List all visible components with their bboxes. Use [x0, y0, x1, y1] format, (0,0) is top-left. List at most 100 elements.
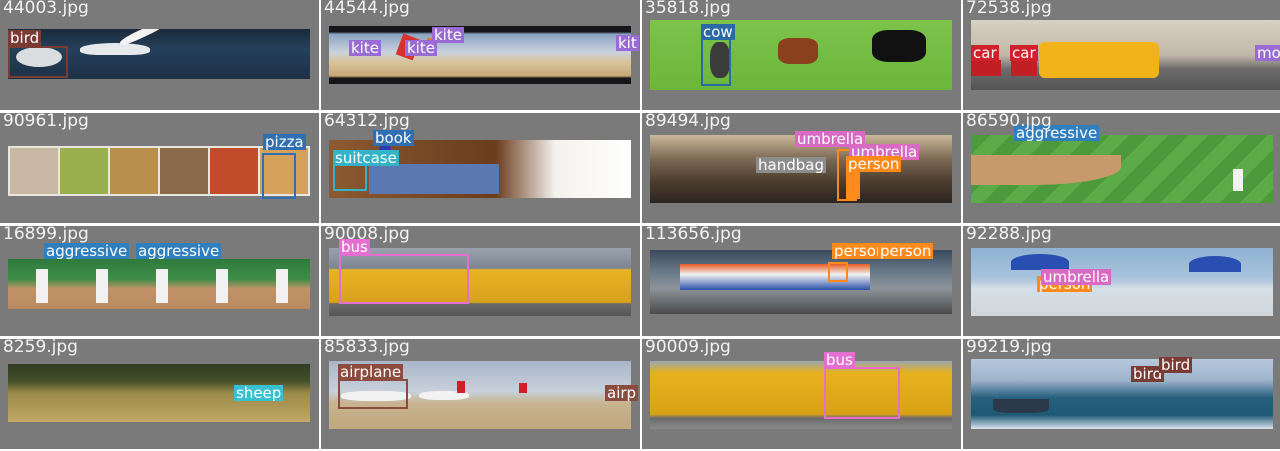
label-kite: kite — [432, 26, 464, 44]
filename: 90961.jpg — [3, 113, 89, 131]
filename: 89494.jpg — [645, 113, 731, 131]
label-aggressive: aggressive — [44, 242, 130, 260]
player-shape — [1233, 169, 1243, 191]
filename: 92288.jpg — [966, 226, 1052, 244]
bird-shape — [80, 43, 150, 55]
tile-35818: cow 35818.jpg — [642, 0, 961, 110]
cow-shape — [872, 30, 926, 62]
tile-72538: car car mo 72538.jpg — [963, 0, 1280, 110]
label-cow: cow — [701, 23, 735, 41]
bbox-bird — [8, 46, 68, 78]
label-pizza: pizza — [263, 133, 306, 151]
airplane-tail — [457, 381, 465, 393]
batter-shape — [216, 269, 228, 303]
tile-90009: bus 90009.jpg — [642, 339, 961, 449]
label-aggressive: aggressive — [136, 242, 222, 260]
batter-shape — [36, 269, 48, 303]
pizza-panel — [110, 148, 158, 194]
label-person: person — [832, 242, 888, 260]
boat-shape — [993, 399, 1049, 413]
label-kite: kite — [349, 39, 381, 57]
filename: 16899.jpg — [3, 226, 89, 244]
label-aggressive: aggressive — [1014, 124, 1100, 142]
label-umbrella: umbrella — [1041, 268, 1112, 286]
label-car: car — [971, 44, 999, 62]
photo — [650, 250, 952, 314]
bus-shape — [1039, 42, 1159, 78]
tile-99219: bird bird 99219.jpg — [963, 339, 1280, 449]
tile-16899: aggressive aggressive 16899.jpg — [0, 226, 319, 336]
filename: 90008.jpg — [324, 226, 410, 244]
label-car: car — [1010, 44, 1038, 62]
pizza-panel — [10, 148, 58, 194]
pizza-panel — [260, 148, 308, 194]
bbox-airplane — [338, 379, 408, 409]
bbox-umbrella — [837, 149, 857, 201]
filename: 72538.jpg — [966, 0, 1052, 18]
label-handbag: handbag — [756, 156, 826, 174]
bbox-bus — [824, 367, 900, 419]
filename: 113656.jpg — [645, 226, 742, 244]
filename: 44544.jpg — [324, 0, 410, 18]
bird-shape — [16, 47, 62, 67]
bbox-cow — [701, 38, 731, 86]
label-suitcase: suitcase — [333, 149, 399, 167]
filename: 90009.jpg — [645, 339, 731, 357]
filename: 64312.jpg — [324, 113, 410, 131]
label-person: person — [846, 155, 902, 173]
batter-shape — [156, 269, 168, 303]
tile-86590: aggressive 86590.jpg — [963, 113, 1280, 223]
umbrella-shape — [1189, 256, 1241, 272]
tile-90008: bus 90008.jpg — [321, 226, 640, 336]
cow-shape — [710, 42, 730, 78]
filename: 35818.jpg — [645, 0, 731, 18]
label-bird: bird — [8, 29, 42, 47]
tile-89494: umbrella umbrella handbag person 89494.j… — [642, 113, 961, 223]
tile-8259: sheep 8259.jpg — [0, 339, 319, 449]
label-bird: bird — [1159, 356, 1193, 374]
photo — [650, 361, 952, 429]
airplane-shape — [341, 391, 411, 401]
photo — [8, 259, 310, 309]
photo — [971, 135, 1273, 203]
filename: 99219.jpg — [966, 339, 1052, 357]
label-sheep: sheep — [234, 384, 284, 402]
filename: 44003.jpg — [3, 0, 89, 18]
bbox-person — [828, 262, 848, 282]
tile-92288: person umbrella 92288.jpg — [963, 226, 1280, 336]
pizza-panel — [160, 148, 208, 194]
photo — [650, 20, 952, 90]
label-umbrella: umbrella — [795, 130, 866, 148]
tile-64312: book suitcase 64312.jpg — [321, 113, 640, 223]
photo — [329, 140, 631, 198]
cow-shape — [778, 38, 818, 64]
label-motorcycle: mo — [1255, 45, 1280, 61]
label-airplane: airp — [605, 384, 639, 402]
umbrella-shape — [1011, 254, 1069, 270]
airplane-shape — [419, 391, 469, 400]
label-kite: kite — [405, 39, 437, 57]
photo — [8, 146, 310, 196]
bbox-pizza — [262, 153, 296, 199]
filename: 85833.jpg — [324, 339, 410, 357]
tile-44003: bird 44003.jpg — [0, 0, 319, 110]
pizza-panel — [210, 148, 258, 194]
label-bus: bus — [339, 238, 370, 256]
photo — [971, 20, 1280, 90]
filename: 8259.jpg — [3, 339, 78, 357]
bbox-bus — [339, 254, 469, 304]
tile-85833: airplane airp 85833.jpg — [321, 339, 640, 449]
label-bus: bus — [824, 351, 855, 369]
pizza-panel — [60, 148, 108, 194]
batter-shape — [96, 269, 108, 303]
tile-113656: person person 113656.jpg — [642, 226, 961, 336]
tile-90961: pizza 90961.jpg — [0, 113, 319, 223]
car-shape — [1011, 60, 1037, 76]
photo — [971, 248, 1273, 316]
car-shape — [971, 60, 1001, 76]
infield-shape — [971, 155, 1121, 185]
tile-44544: kite kite kite kit 44544.jpg — [321, 0, 640, 110]
filename: 86590.jpg — [966, 113, 1052, 131]
train-shape — [680, 264, 870, 290]
